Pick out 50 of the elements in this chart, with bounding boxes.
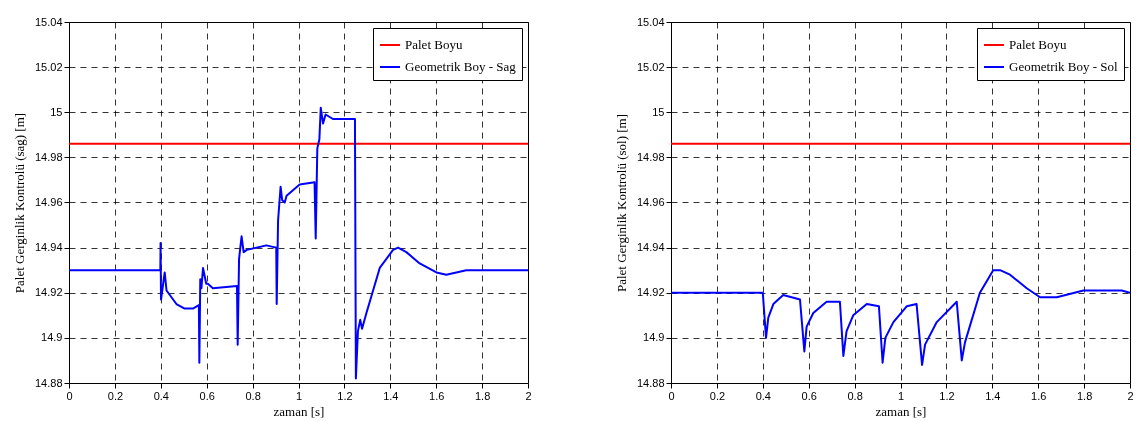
- x-tick-label: 0.6: [801, 389, 817, 402]
- y-tick-label: 14.96: [34, 196, 63, 208]
- y-axis-title: Palet Gerginlik Kontrolü (sag) [m]: [11, 112, 27, 294]
- y-tick-label: 15: [652, 105, 665, 118]
- x-tick-label: 2: [1127, 389, 1134, 402]
- x-tick-label: 1.2: [939, 389, 955, 402]
- y-tick-label: 14.88: [34, 376, 63, 389]
- x-tick-label: 1.6: [429, 389, 445, 402]
- line-series: [671, 269, 1130, 366]
- y-tick-label: 14.98: [34, 150, 63, 163]
- x-tick-label: 1.4: [383, 389, 399, 402]
- y-tick-label: 15.02: [34, 60, 63, 73]
- x-tick-label: 1.6: [1031, 389, 1047, 402]
- x-axis-title: zaman [s]: [273, 403, 325, 419]
- y-tick-label: 14.92: [34, 286, 63, 299]
- y-tick-label: 15.02: [636, 60, 665, 73]
- x-tick-label: 1.8: [474, 389, 491, 402]
- x-tick-label: 0: [66, 389, 73, 402]
- y-tick-label: 14.9: [41, 331, 63, 344]
- x-tick-label: 0: [668, 389, 675, 402]
- x-tick-label: 0.8: [245, 389, 261, 402]
- y-tick-label: 15: [50, 105, 63, 118]
- legend-label: Palet Boyu: [405, 37, 463, 52]
- line-series: [69, 106, 528, 380]
- y-tick-label: 14.88: [636, 376, 665, 389]
- y-tick-label: 15.04: [636, 15, 665, 28]
- x-tick-label: 0.8: [847, 389, 863, 402]
- x-tick-label: 1: [295, 389, 303, 402]
- y-tick-label: 14.9: [643, 331, 665, 344]
- x-tick-label: 1.8: [1076, 389, 1093, 402]
- x-tick-label: 2: [525, 389, 532, 402]
- y-axis-title: Palet Gerginlik Kontrolü (sol) [m]: [613, 113, 629, 293]
- y-tick-label: 14.96: [636, 196, 665, 208]
- x-axis-title: zaman [s]: [875, 403, 927, 419]
- x-tick-label: 1.2: [337, 389, 353, 402]
- y-tick-label: 15.04: [34, 15, 63, 28]
- y-tick-label: 14.94: [34, 241, 63, 254]
- x-tick-label: 0.2: [709, 389, 726, 402]
- legend-label: Palet Boyu: [1009, 37, 1067, 52]
- y-tick-label: 14.94: [636, 241, 665, 254]
- x-tick-label: 0.4: [153, 389, 169, 402]
- y-tick-label: 14.98: [636, 150, 665, 163]
- x-tick-label: 0.6: [199, 389, 215, 402]
- x-tick-label: 0.2: [107, 389, 124, 402]
- y-tick-label: 14.92: [636, 286, 665, 299]
- x-tick-label: 1.4: [985, 389, 1001, 402]
- x-tick-label: 0.4: [755, 389, 771, 402]
- legend-label: Geometrik Boy - Sol: [1009, 59, 1119, 74]
- x-tick-label: 1: [897, 389, 905, 402]
- legend-label: Geometrik Boy - Sag: [405, 59, 517, 74]
